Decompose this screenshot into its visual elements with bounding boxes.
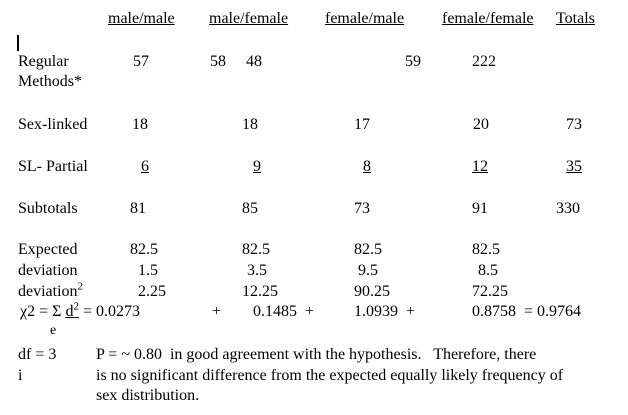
stray-i: i (18, 367, 23, 384)
cell: 222 (472, 53, 496, 70)
cell: 91 (472, 200, 488, 217)
degrees-of-freedom: df = 3 (18, 346, 57, 363)
row-label-expected: Expected (18, 241, 78, 258)
cell: 330 (556, 200, 580, 217)
cell: 9.5 (358, 262, 378, 279)
row-label-deviation-squared: deviation2 (18, 280, 84, 300)
cell: 57 (133, 53, 149, 70)
text-cursor (17, 35, 19, 51)
cell: 73 (354, 200, 370, 217)
row-label-deviation: deviation (18, 262, 78, 279)
header-female-female: female/female (442, 10, 534, 27)
cell: 85 (242, 200, 258, 217)
cell: 3.5 (247, 262, 267, 279)
cell: 2.25 (138, 283, 166, 300)
header-totals: Totals (556, 10, 595, 27)
cell: 9 (253, 158, 261, 175)
cell: 82.5 (354, 241, 382, 258)
header-female-male: female/male (325, 10, 405, 27)
conclusion-line-2: is no significant difference from the ex… (96, 367, 564, 384)
chi-term-2: 0.1485 + (253, 303, 315, 320)
cell: 35 (566, 158, 582, 175)
cell: 18 (132, 116, 148, 133)
cell: 82.5 (472, 241, 500, 258)
header-male-female: male/female (209, 10, 289, 27)
cell: 8.5 (478, 262, 498, 279)
cell: 72.25 (472, 283, 508, 300)
chi-term-4-total: 0.8758 = 0.9764 (472, 303, 582, 320)
conclusion-line-1: P = ~ 0.80 in good agreement with the hy… (96, 346, 537, 363)
cell: 17 (354, 116, 370, 133)
row-label-regular: Regular (18, 53, 69, 70)
cell: 73 (566, 116, 582, 133)
cell: 82.5 (130, 241, 158, 258)
cell: 1.5 (138, 262, 158, 279)
cell: 8 (363, 158, 371, 175)
cell: 18 (242, 116, 258, 133)
chi-square-formula: χ2 = Σ d2 = 0.0273 (20, 300, 140, 320)
row-label-sl-partial: SL- Partial (18, 158, 88, 175)
row-label-methods: Methods* (18, 73, 82, 90)
chi-term-3: 1.0939 + (354, 303, 416, 320)
row-label-sex-linked: Sex-linked (18, 116, 88, 133)
conclusion-line-3: sex distribution. (96, 387, 200, 404)
chi-denominator: e (50, 323, 57, 338)
cell: 59 (405, 53, 421, 70)
cell: 81 (130, 200, 146, 217)
header-male-male: male/male (108, 10, 175, 27)
cell: 12.25 (242, 283, 278, 300)
cell: 82.5 (242, 241, 270, 258)
row-label-subtotals: Subtotals (18, 200, 78, 217)
cell: 6 (141, 158, 149, 175)
cell: 58 (210, 53, 226, 70)
chi-plus: + (212, 303, 222, 320)
cell: 20 (473, 116, 489, 133)
cell: 90.25 (354, 283, 390, 300)
cell: 48 (246, 53, 262, 70)
cell: 12 (472, 158, 488, 175)
